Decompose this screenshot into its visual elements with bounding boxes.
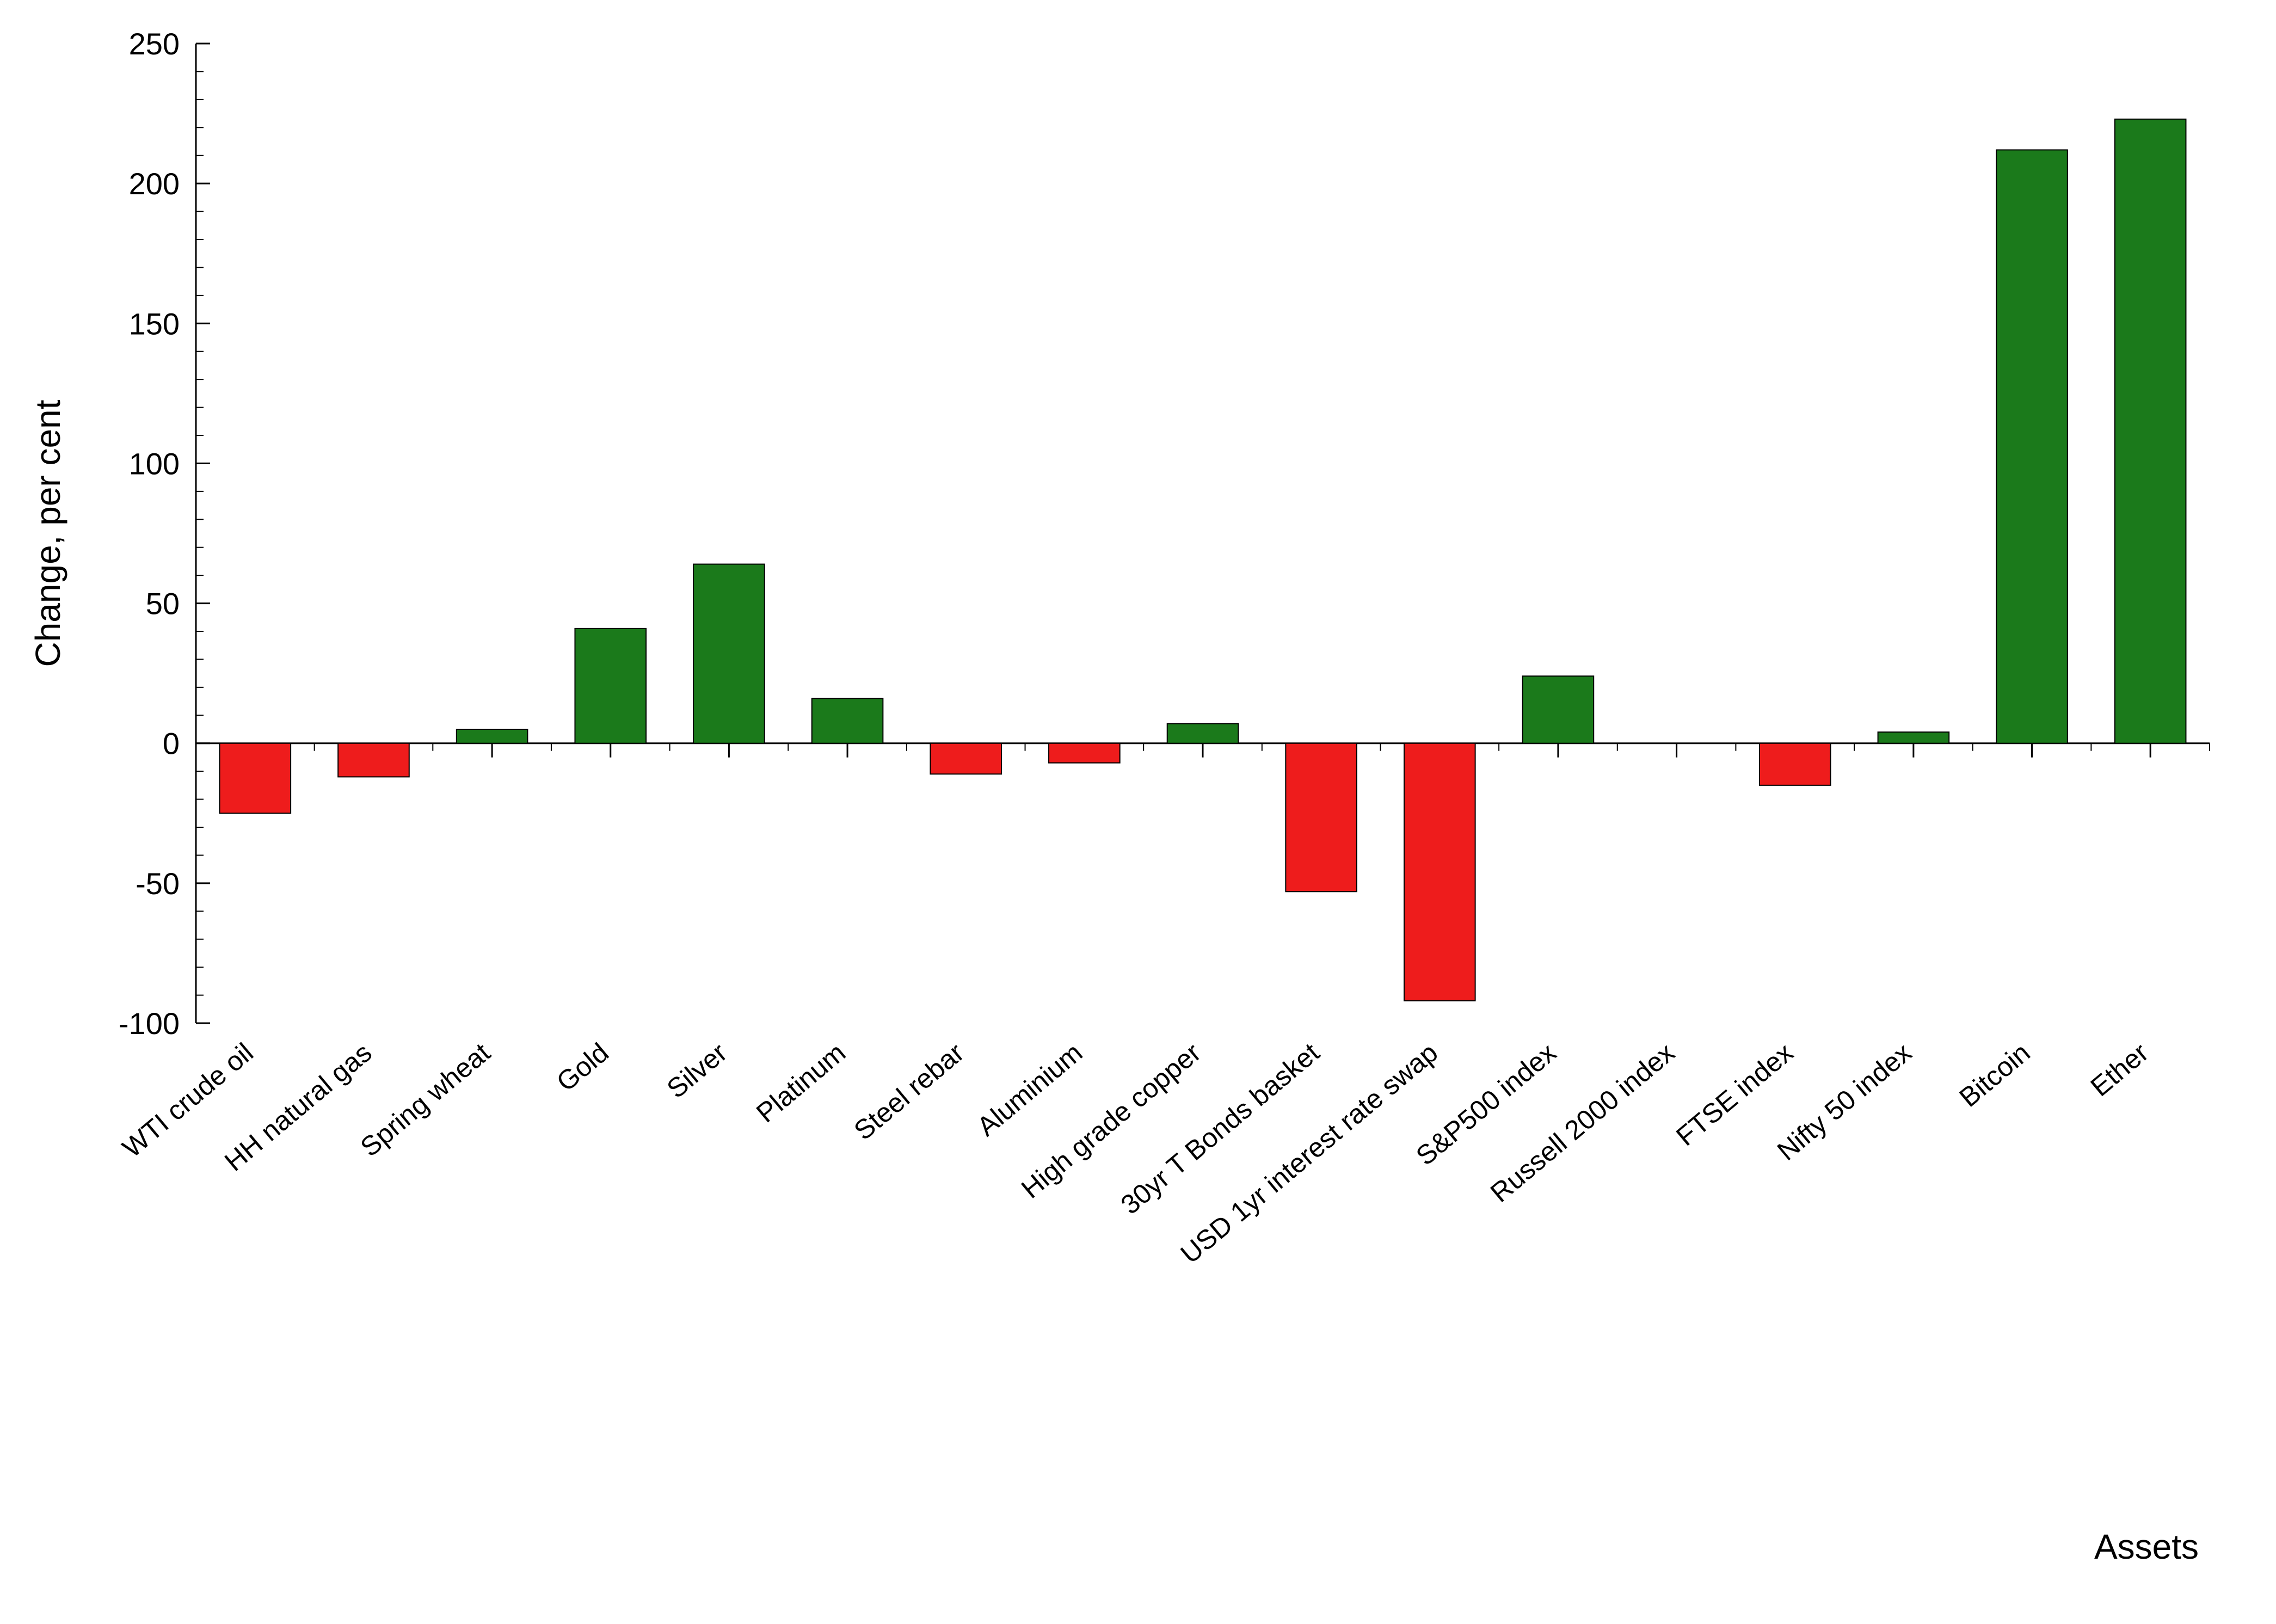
bar — [693, 564, 765, 743]
x-axis-title: Assets — [2094, 1527, 2199, 1566]
y-tick-label: 100 — [129, 446, 180, 481]
y-tick-label: 0 — [163, 727, 180, 761]
bar — [1285, 743, 1357, 892]
bar — [1404, 743, 1475, 1001]
bar — [1760, 743, 1831, 785]
bar — [457, 729, 528, 743]
y-tick-label: 150 — [129, 306, 180, 341]
bar — [1167, 724, 1239, 743]
bar — [1878, 732, 1949, 743]
y-axis-title: Change, per cent — [28, 399, 67, 667]
y-tick-label: -100 — [119, 1006, 180, 1041]
asset-change-bar-chart: -100-50050100150200250Change, per centWT… — [0, 0, 2276, 1624]
bar — [2115, 119, 2186, 743]
bar — [338, 743, 409, 777]
bar — [1996, 150, 2068, 743]
bar — [220, 743, 291, 814]
y-tick-label: 200 — [129, 167, 180, 201]
bar — [575, 629, 646, 743]
y-tick-label: 250 — [129, 27, 180, 61]
bar — [930, 743, 1001, 774]
bar — [1523, 676, 1594, 743]
bar — [812, 698, 883, 743]
bar — [1049, 743, 1120, 763]
y-tick-label: 50 — [146, 587, 180, 621]
chart-svg: -100-50050100150200250Change, per centWT… — [0, 0, 2276, 1624]
y-tick-label: -50 — [136, 866, 180, 901]
